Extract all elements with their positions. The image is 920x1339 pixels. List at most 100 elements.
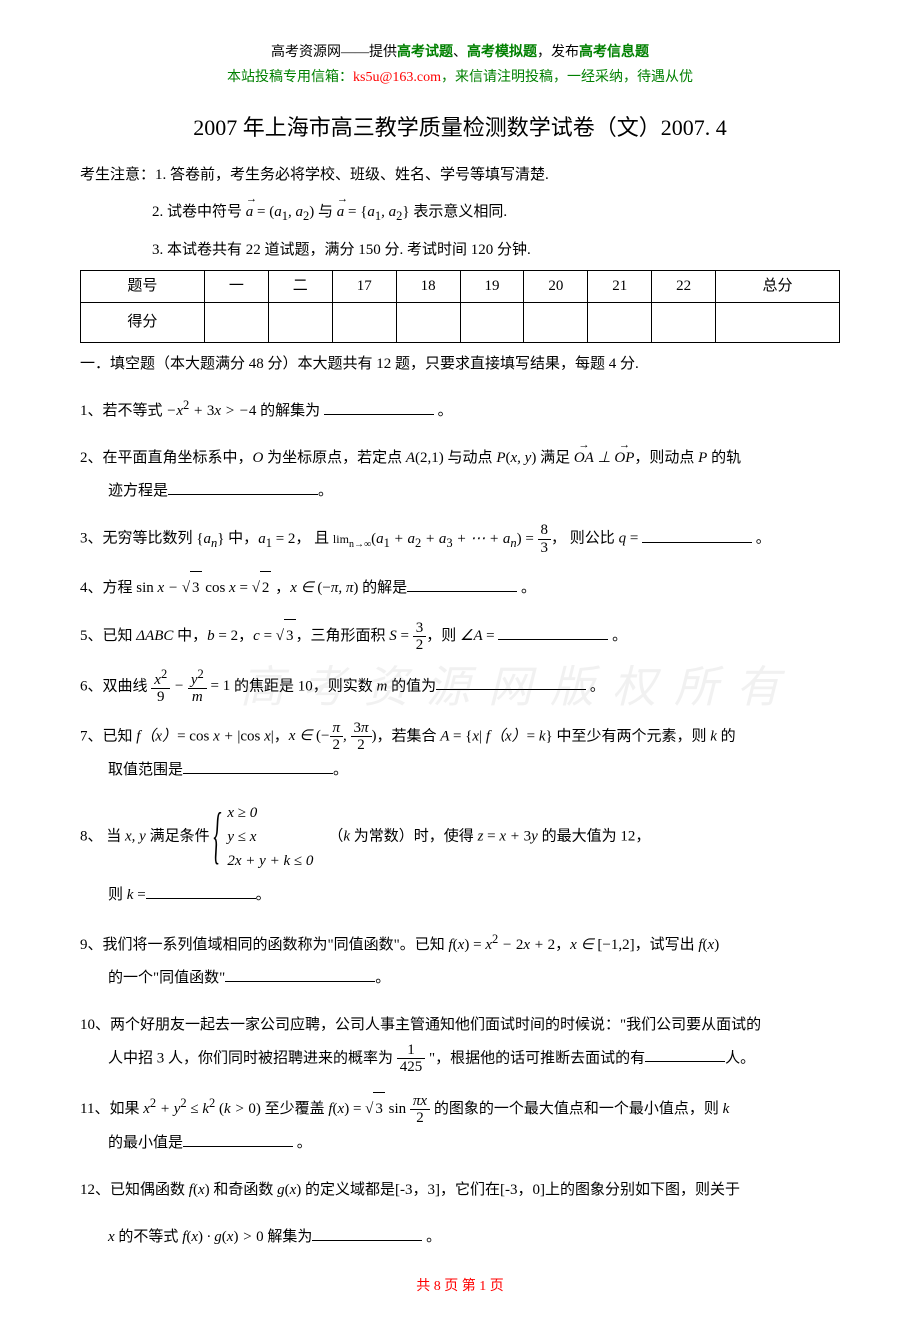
text: 的解是 xyxy=(358,580,407,596)
text: 。 xyxy=(256,887,271,903)
th: 20 xyxy=(524,271,588,303)
question-4: 4、方程 sin x − 3 cos x = 2 ，x ∈ (−π, π) 的解… xyxy=(80,571,840,605)
text: 解集为 xyxy=(264,1229,313,1245)
text: 人。 xyxy=(725,1050,755,1066)
text: 8、 当 xyxy=(80,828,125,844)
header-keyword: 高考试题 xyxy=(397,45,453,60)
question-1: 1、若不等式 −x2 + 3x > −4 的解集为 。 xyxy=(80,392,840,428)
text: 的 xyxy=(717,728,736,744)
answer-blank xyxy=(498,625,608,640)
th: 18 xyxy=(396,271,460,303)
text: 6、双曲线 xyxy=(80,678,151,694)
text: 。 xyxy=(586,678,605,694)
text: 中， xyxy=(173,628,207,644)
answer-blank xyxy=(324,400,434,415)
th: 17 xyxy=(332,271,396,303)
question-6: 高考资源网版权所有 6、双曲线 x29 − y2m = 1 的焦距是 10，则实… xyxy=(80,668,840,706)
text: 人中招 3 人，你们同时被招聘进来的概率为 xyxy=(108,1050,397,1066)
text: ，则 xyxy=(426,628,460,644)
table-header-row: 题号 一 二 17 18 19 20 21 22 总分 xyxy=(81,271,840,303)
text: ， xyxy=(238,628,253,644)
text: 4、方程 xyxy=(80,580,136,596)
text: 满足 xyxy=(536,450,574,466)
text: 和奇函数 xyxy=(210,1182,278,1198)
text: 。 xyxy=(752,531,771,547)
notice-1: 考生注意：1. 答卷前，考生务必将学校、班级、姓名、学号等填写清楚. xyxy=(80,162,840,189)
notice-3: 3. 本试卷共有 22 道试题，满分 150 分. 考试时间 120 分钟. xyxy=(152,237,840,264)
header-text: 高考资源网——提供 xyxy=(271,45,397,60)
text: 2. 试卷中符号 xyxy=(152,204,246,220)
answer-blank xyxy=(168,480,318,495)
text: ，则动点 xyxy=(634,450,698,466)
text: 与 xyxy=(314,204,337,220)
header-text: 本站投稿专用信箱： xyxy=(227,70,353,85)
score-table: 题号 一 二 17 18 19 20 21 22 总分 得分 xyxy=(80,270,840,343)
text: 。 xyxy=(517,580,536,596)
text: 。 xyxy=(293,1135,312,1151)
header-email: ks5u@163.com xyxy=(353,70,441,85)
text: 的轨 xyxy=(707,450,741,466)
header-text: ，来信请注明投稿，一经采纳，待遇从优 xyxy=(441,70,693,85)
text: 的一个"同值函数" xyxy=(108,970,225,986)
answer-blank xyxy=(146,884,256,899)
text: ， xyxy=(274,728,289,744)
text: 表示意义相同. xyxy=(410,204,508,220)
text: 的焦距是 10，则实数 xyxy=(230,678,376,694)
question-9: 9、我们将一系列值域相同的函数称为"同值函数"。已知 f(x) = x2 − 2… xyxy=(80,926,840,995)
text: 满足条件 xyxy=(146,828,214,844)
text: 2、在平面直角坐标系中， xyxy=(80,450,253,466)
header-line-1: 高考资源网——提供高考试题、高考模拟题，发布高考信息题 xyxy=(80,40,840,65)
question-3: 3、无穷等比数列 {an} 中，a1 = 2， 且 limn→∞(a1 + a2… xyxy=(80,522,840,557)
answer-blank xyxy=(312,1226,422,1241)
header-keyword: 高考信息题 xyxy=(579,45,649,60)
text: 的最小值是 xyxy=(108,1135,183,1151)
text: 7、已知 xyxy=(80,728,136,744)
th: 题号 xyxy=(81,271,205,303)
text: 至少覆盖 xyxy=(261,1101,329,1117)
text: 与动点 xyxy=(444,450,497,466)
text: 的最大值为 12， xyxy=(538,828,651,844)
text: （ xyxy=(328,828,343,844)
answer-blank xyxy=(436,675,586,690)
text: ，若集合 xyxy=(377,728,441,744)
notice-2: 2. 试卷中符号 a = (a1, a2) 与 a = {a1, a2} 表示意… xyxy=(152,199,840,228)
th: 总分 xyxy=(716,271,840,303)
text: 的解集为 xyxy=(256,403,324,419)
header-line-2: 本站投稿专用信箱：ks5u@163.com，来信请注明投稿，一经采纳，待遇从优 xyxy=(80,65,840,90)
answer-blank xyxy=(642,528,752,543)
text: ，三角形面积 xyxy=(296,628,390,644)
header-text: 、 xyxy=(453,45,467,60)
text: 。 xyxy=(422,1229,441,1245)
text: 的值为 xyxy=(387,678,436,694)
text: 中， xyxy=(224,531,258,547)
question-7: 7、已知 f（x）= cos x + |cos x|，x ∈ (−π2, 3π2… xyxy=(80,720,840,787)
question-5: 5、已知 ΔABC 中，b = 2，c = 3，三角形面积 S = 32，则 ∠… xyxy=(80,619,840,654)
text: 5、已知 xyxy=(80,628,136,644)
text: "，根据他的话可推断去面试的有 xyxy=(425,1050,645,1066)
text: 。 xyxy=(608,628,627,644)
text: 则 xyxy=(108,887,127,903)
text: 取值范围是 xyxy=(108,762,183,778)
th: 一 xyxy=(204,271,268,303)
answer-blank xyxy=(645,1047,725,1062)
text: 的定义域都是[-3，3]，它们在[-3，0]上的图象分别如下图，则关于 xyxy=(301,1182,740,1198)
question-2: 2、在平面直角坐标系中，O 为坐标原点，若定点 A(2,1) 与动点 P(x, … xyxy=(80,442,840,508)
header-keyword: 高考模拟题 xyxy=(467,45,537,60)
text: ， xyxy=(271,580,290,596)
header-text: ，发布 xyxy=(537,45,579,60)
document-title: 2007 年上海市高三教学质量检测数学试卷（文）2007. 4 xyxy=(80,108,840,148)
th: 22 xyxy=(652,271,716,303)
text: 为常数）时，使得 xyxy=(350,828,478,844)
page-footer: 共 8 页 第 1 页 xyxy=(80,1274,840,1299)
answer-blank xyxy=(183,1132,293,1147)
text: 的不等式 xyxy=(115,1229,183,1245)
table-score-row: 得分 xyxy=(81,303,840,343)
text: ， xyxy=(555,937,570,953)
answer-blank xyxy=(183,759,333,774)
text: 为坐标原点，若定点 xyxy=(263,450,406,466)
text: 。 xyxy=(434,403,453,419)
text: 迹方程是 xyxy=(108,483,168,499)
text: 12、已知偶函数 xyxy=(80,1182,189,1198)
section-1-title: 一．填空题（本大题满分 48 分）本大题共有 12 题，只要求直接填写结果，每题… xyxy=(80,351,840,378)
th: 21 xyxy=(588,271,652,303)
